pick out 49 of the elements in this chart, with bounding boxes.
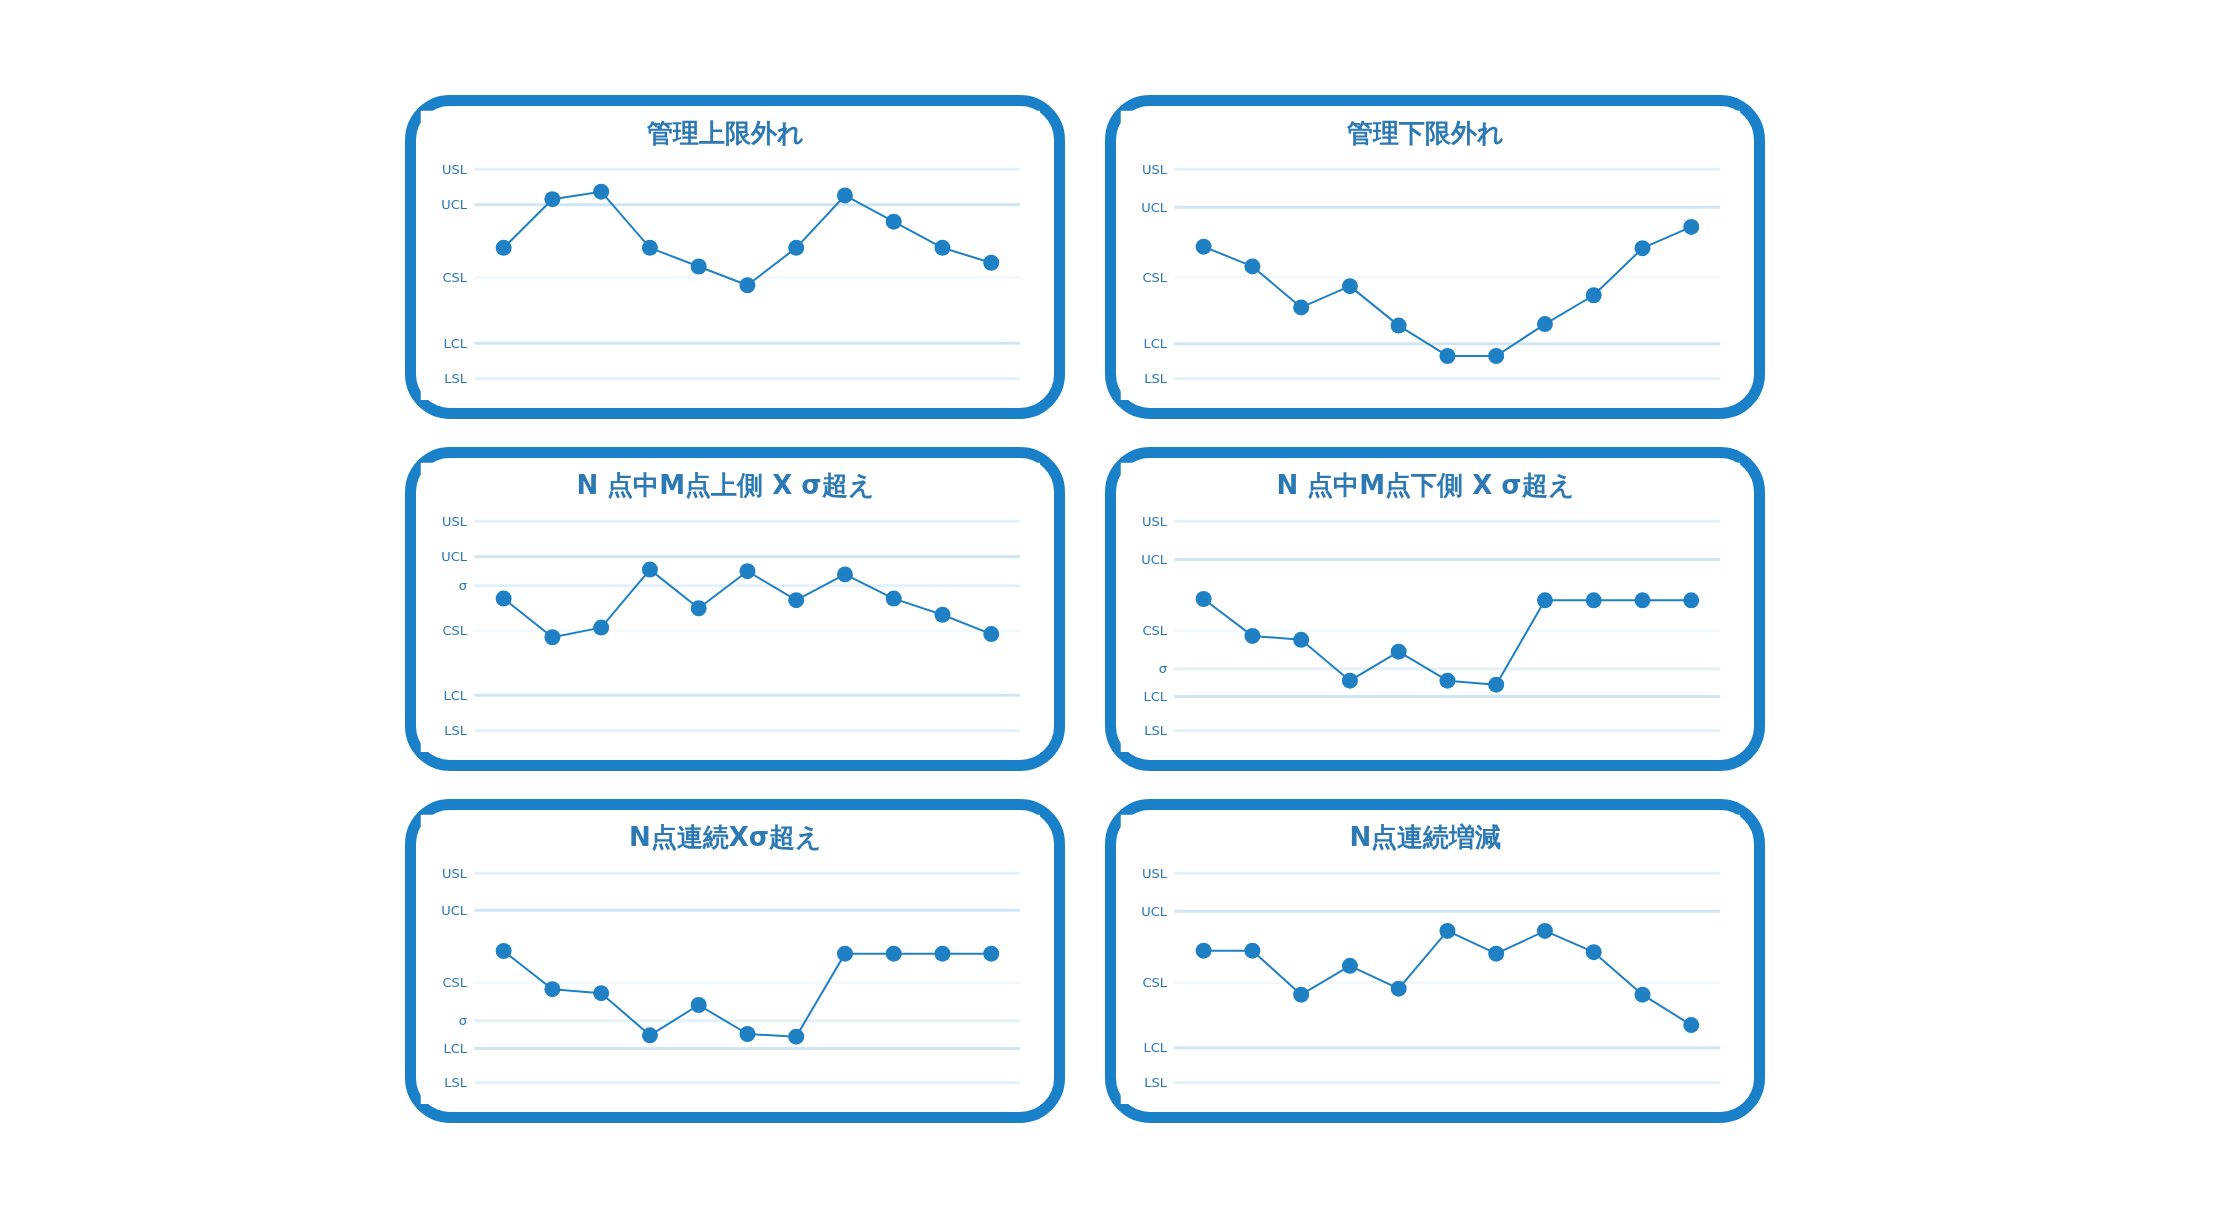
ref-line-label: CSL: [442, 270, 468, 286]
ref-line-label: CSL: [442, 623, 468, 639]
point: [983, 254, 1000, 271]
ref-line-label: CSL: [1142, 269, 1168, 285]
ref-line-label: LSL: [444, 1075, 468, 1091]
ref-line-label: UCL: [1141, 199, 1168, 215]
ref-line-label: CSL: [1142, 975, 1168, 991]
ref-line-label: UCL: [441, 902, 468, 918]
point: [1683, 218, 1700, 235]
ref-line-label: LSL: [444, 371, 468, 387]
point: [495, 239, 512, 256]
ref-line-label: LSL: [1144, 723, 1168, 739]
point: [1195, 942, 1212, 959]
ref-line-label: LCL: [443, 687, 468, 703]
ref-line-label: CSL: [1142, 623, 1168, 639]
ref-line-label: σ: [458, 578, 468, 594]
point: [1195, 591, 1212, 607]
chart-title: N点連続Xσ超え: [628, 821, 823, 852]
ref-line-label: LCL: [1143, 688, 1168, 704]
point: [983, 626, 1000, 643]
point: [495, 943, 512, 959]
ref-line-label: USL: [442, 161, 468, 177]
chart-title: N点連続増減: [1349, 821, 1502, 852]
ref-line-label: σ: [458, 1013, 468, 1029]
ref-line-label: CSL: [442, 975, 468, 991]
ref-line-label: LSL: [444, 723, 468, 739]
chart-title: 管理上限外れ: [646, 117, 804, 148]
ref-line-label: USL: [442, 513, 468, 529]
ref-line-label: USL: [1142, 513, 1168, 529]
point: [983, 945, 1000, 962]
ref-line-label: UCL: [1141, 903, 1168, 919]
ref-line-label: USL: [1142, 161, 1168, 177]
chart-title: N 点中M点下側 X σ超え: [1276, 469, 1575, 500]
ref-line-label: UCL: [441, 197, 468, 213]
point: [1683, 592, 1700, 609]
ref-line-label: USL: [442, 865, 468, 881]
ref-line-label: LSL: [1144, 1075, 1168, 1091]
ref-line-label: σ: [1158, 661, 1168, 677]
ref-line-label: UCL: [1141, 551, 1168, 567]
ref-line-label: LCL: [1143, 1040, 1168, 1056]
ref-line-label: LSL: [1144, 371, 1168, 387]
ref-line-label: LCL: [443, 1040, 468, 1056]
ref-line-label: LCL: [443, 335, 468, 351]
ref-line-label: UCL: [441, 549, 468, 565]
ref-line-label: USL: [1142, 865, 1168, 881]
chart-title: 管理下限外れ: [1346, 117, 1504, 148]
chart-title: N 点中M点上側 X σ超え: [576, 469, 875, 500]
ref-line-label: LCL: [1143, 336, 1168, 352]
point: [1683, 1017, 1700, 1034]
